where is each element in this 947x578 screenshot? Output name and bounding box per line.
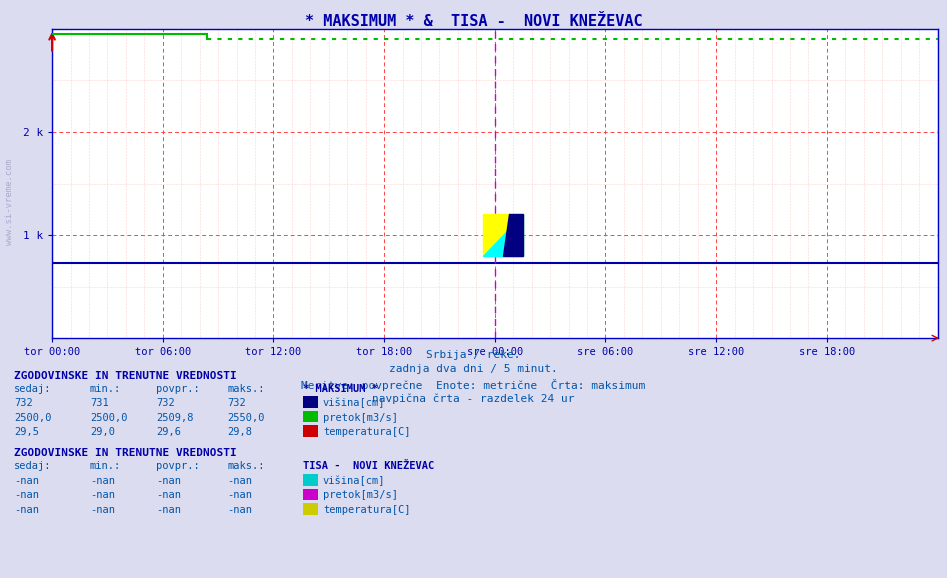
Text: 2550,0: 2550,0 xyxy=(227,413,265,423)
Text: -nan: -nan xyxy=(14,490,39,501)
Text: temperatura[C]: temperatura[C] xyxy=(323,427,410,437)
Text: 731: 731 xyxy=(90,398,109,408)
Text: 2509,8: 2509,8 xyxy=(156,413,194,423)
Text: 2500,0: 2500,0 xyxy=(14,413,52,423)
Text: sedaj:: sedaj: xyxy=(14,461,52,471)
Text: TISA -  NOVI KNEŽEVAC: TISA - NOVI KNEŽEVAC xyxy=(303,461,435,471)
Text: -nan: -nan xyxy=(90,490,115,501)
Text: Srbija / reke.: Srbija / reke. xyxy=(426,350,521,360)
Text: zadnja dva dni / 5 minut.: zadnja dva dni / 5 minut. xyxy=(389,364,558,374)
Text: 732: 732 xyxy=(156,398,175,408)
Text: -nan: -nan xyxy=(156,490,181,501)
Polygon shape xyxy=(483,214,523,255)
Text: -nan: -nan xyxy=(227,476,252,486)
Polygon shape xyxy=(503,214,523,255)
Text: 29,8: 29,8 xyxy=(227,427,252,437)
Text: ZGODOVINSKE IN TRENUTNE VREDNOSTI: ZGODOVINSKE IN TRENUTNE VREDNOSTI xyxy=(14,449,237,458)
Text: povpr.:: povpr.: xyxy=(156,384,200,394)
Text: -nan: -nan xyxy=(227,505,252,515)
Text: navpična črta - razdelek 24 ur: navpična črta - razdelek 24 ur xyxy=(372,393,575,403)
Text: min.:: min.: xyxy=(90,461,121,471)
Text: * MAKSIMUM * &  TISA -  NOVI KNEŽEVAC: * MAKSIMUM * & TISA - NOVI KNEŽEVAC xyxy=(305,14,642,29)
Text: višina[cm]: višina[cm] xyxy=(323,475,385,486)
Text: sedaj:: sedaj: xyxy=(14,384,52,394)
Text: -nan: -nan xyxy=(14,505,39,515)
Text: 29,6: 29,6 xyxy=(156,427,181,437)
Text: min.:: min.: xyxy=(90,384,121,394)
Text: -nan: -nan xyxy=(227,490,252,501)
Text: * MAKSIMUM *: * MAKSIMUM * xyxy=(303,384,378,394)
Text: 2500,0: 2500,0 xyxy=(90,413,128,423)
Text: 732: 732 xyxy=(14,398,33,408)
Text: pretok[m3/s]: pretok[m3/s] xyxy=(323,490,398,501)
Text: www.si-vreme.com: www.si-vreme.com xyxy=(5,160,14,245)
Text: ZGODOVINSKE IN TRENUTNE VREDNOSTI: ZGODOVINSKE IN TRENUTNE VREDNOSTI xyxy=(14,370,237,380)
Text: pretok[m3/s]: pretok[m3/s] xyxy=(323,413,398,423)
Text: višina[cm]: višina[cm] xyxy=(323,398,385,408)
Bar xyxy=(483,214,523,255)
Text: -nan: -nan xyxy=(156,476,181,486)
Text: maks.:: maks.: xyxy=(227,461,265,471)
Text: povpr.:: povpr.: xyxy=(156,461,200,471)
Text: 29,0: 29,0 xyxy=(90,427,115,437)
Text: 29,5: 29,5 xyxy=(14,427,39,437)
Text: -nan: -nan xyxy=(90,505,115,515)
Text: temperatura[C]: temperatura[C] xyxy=(323,505,410,515)
Text: -nan: -nan xyxy=(14,476,39,486)
Text: Meritve: povprečne  Enote: metrične  Črta: maksimum: Meritve: povprečne Enote: metrične Črta:… xyxy=(301,379,646,391)
Text: 732: 732 xyxy=(227,398,246,408)
Text: -nan: -nan xyxy=(156,505,181,515)
Text: maks.:: maks.: xyxy=(227,384,265,394)
Text: -nan: -nan xyxy=(90,476,115,486)
